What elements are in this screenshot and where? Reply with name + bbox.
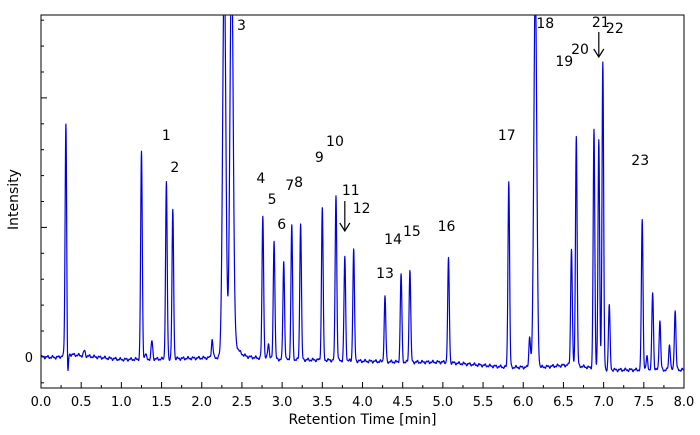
y-tick-label: 0 [25,351,33,366]
x-tick-label: 8.0 [674,395,695,410]
peak-label-18: 18 [536,16,554,32]
x-tick-label: 1.0 [111,395,132,410]
peak-arrows [339,32,605,233]
peak-label-15: 15 [403,224,421,240]
peak-label-8: 8 [294,175,303,191]
peak-label-5: 5 [268,192,277,208]
peak-label-13: 13 [376,266,394,282]
peak-label-14: 14 [384,232,402,248]
peak-label-16: 16 [438,219,456,235]
x-tick-label: 1.5 [151,395,172,410]
x-tick-label: 4.0 [352,395,373,410]
peak-label-9: 9 [315,150,324,166]
x-tick-label: 6.5 [553,395,574,410]
x-tick-label: 3.0 [272,395,293,410]
peak-label-21: 21 [592,15,610,31]
peak-label-3: 3 [237,18,246,34]
x-tick-label: 2.0 [191,395,212,410]
peak-label-22: 22 [606,21,624,37]
y-axis-ticks: 0 [25,19,47,384]
x-tick-label: 0.0 [31,395,52,410]
x-tick-label: 3.5 [312,395,333,410]
peak-label-7: 7 [285,178,294,194]
arrow-head-21 [593,48,605,59]
x-axis-ticks: 0.0 0.5 1.0 1.5 2.0 2.5 3.0 3.5 4.0 4.5 5.0 5.5 6.0 6… [31,382,695,410]
peak-label-17: 17 [498,128,516,144]
peak-label-1: 1 [162,128,171,144]
arrow-head-11 [339,222,351,233]
peak-label-11: 11 [342,183,360,199]
peak-label-19: 19 [555,54,573,70]
x-tick-label: 7.5 [633,395,654,410]
x-tick-label: 0.5 [71,395,92,410]
peak-label-6: 6 [277,217,286,233]
x-tick-label: 4.5 [392,395,413,410]
peak-label-10: 10 [326,134,344,150]
y-axis-label: Intensity [6,169,22,230]
x-tick-label: 5.5 [473,395,494,410]
chromatogram-trace [41,15,684,373]
peak-label-2: 2 [170,160,179,176]
x-tick-label: 2.5 [232,395,253,410]
peak-label-12: 12 [353,201,371,217]
x-axis-label: Retention Time [min] [289,412,437,428]
x-tick-label: 5.0 [433,395,454,410]
x-tick-label: 7.0 [593,395,614,410]
peak-label-23: 23 [631,153,649,169]
peak-label-20: 20 [571,42,589,58]
x-tick-label: 6.0 [513,395,534,410]
peak-label-4: 4 [256,171,265,187]
